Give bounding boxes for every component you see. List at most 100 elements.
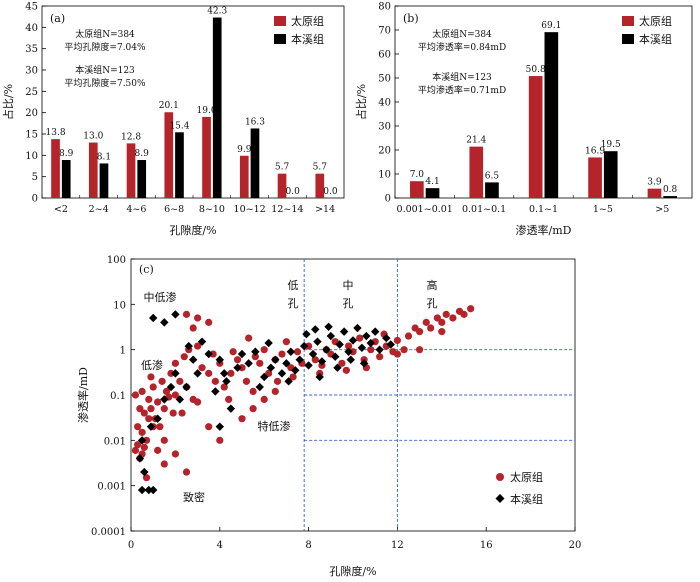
point-taiyuan <box>238 364 246 372</box>
point-taiyuan <box>138 428 146 436</box>
data-label: 8.9 <box>59 149 74 159</box>
data-label: 9.9 <box>237 145 252 155</box>
region-label: 低 <box>288 279 299 292</box>
point-taiyuan <box>356 334 364 342</box>
bar-benxi <box>175 132 184 198</box>
y-tick-label: 10 <box>113 300 126 311</box>
point-benxi <box>375 345 384 354</box>
point-benxi <box>226 404 236 413</box>
point-taiyuan <box>249 387 257 396</box>
point-benxi <box>339 327 349 336</box>
bar-taiyuan <box>88 142 98 198</box>
stats-annotation: 太原组N=384 <box>75 28 135 40</box>
point-benxi <box>149 485 158 495</box>
point-benxi <box>382 333 391 343</box>
point-taiyuan <box>220 383 228 391</box>
point-taiyuan <box>131 391 140 399</box>
point-benxi <box>251 347 260 356</box>
point-taiyuan <box>156 423 164 431</box>
data-label: 42.3 <box>207 7 227 17</box>
point-benxi <box>326 331 335 341</box>
point-taiyuan <box>194 398 202 406</box>
point-benxi <box>144 485 153 495</box>
bar-taiyuan <box>315 173 325 198</box>
legend-label: 本溪组 <box>291 32 324 46</box>
x-tick-label: 0.001~0.01 <box>397 204 453 215</box>
point-taiyuan <box>338 359 346 367</box>
bar-taiyuan <box>51 139 60 198</box>
point-taiyuan <box>416 328 424 336</box>
point-taiyuan <box>138 387 146 396</box>
data-label: 4.1 <box>425 177 439 187</box>
x-tick-label: 4 <box>217 540 223 551</box>
stats-annotation: 太原组N=384 <box>432 28 492 40</box>
point-benxi <box>324 322 333 331</box>
point-taiyuan <box>134 441 142 449</box>
y-tick-label: 5 <box>32 172 38 183</box>
point-taiyuan <box>147 373 155 381</box>
y-tick-label: 70 <box>378 26 391 37</box>
point-taiyuan <box>140 409 148 417</box>
point-taiyuan <box>256 359 264 367</box>
point-benxi <box>304 361 313 370</box>
point-taiyuan <box>404 332 413 340</box>
data-label: 0.0 <box>286 187 301 197</box>
region-label: 中低渗 <box>144 290 177 304</box>
point-benxi <box>371 327 380 336</box>
data-label: 69.1 <box>541 21 561 31</box>
y-tick-label: 10 <box>25 151 38 162</box>
point-benxi <box>188 355 198 364</box>
x-tick-label: 16 <box>480 540 493 551</box>
data-label: 19.0 <box>197 106 217 116</box>
bar-taiyuan <box>239 155 249 198</box>
point-taiyuan <box>251 353 259 361</box>
point-taiyuan <box>438 328 446 336</box>
point-taiyuan <box>433 314 441 322</box>
data-label: 0.8 <box>663 185 678 195</box>
point-taiyuan <box>393 336 401 345</box>
point-taiyuan <box>140 443 148 451</box>
bar-benxi <box>485 182 499 198</box>
point-taiyuan <box>416 346 424 354</box>
point-taiyuan <box>182 310 191 318</box>
stats-annotation: 本溪组N=123 <box>75 64 135 76</box>
point-benxi <box>215 355 224 364</box>
point-taiyuan <box>427 324 435 332</box>
point-taiyuan <box>393 350 401 358</box>
point-benxi <box>264 338 273 348</box>
y-tick-label: 0 <box>385 194 391 205</box>
point-benxi <box>282 359 291 368</box>
point-taiyuan <box>180 353 188 361</box>
y-tick-label: 45 <box>25 2 38 13</box>
y-tick-label: 20 <box>25 108 38 119</box>
point-taiyuan <box>225 395 233 403</box>
point-benxi <box>295 355 304 364</box>
point-taiyuan <box>467 305 475 313</box>
y-tick-label: 35 <box>25 44 38 55</box>
bar-taiyuan <box>126 143 136 198</box>
bar-taiyuan <box>164 112 174 198</box>
point-benxi <box>137 485 147 495</box>
point-benxi <box>153 414 162 423</box>
point-taiyuan <box>229 348 237 356</box>
x-tick-label: 10~12 <box>234 204 266 215</box>
point-benxi <box>271 355 280 364</box>
point-benxi <box>244 359 253 368</box>
point-taiyuan <box>367 346 375 354</box>
point-taiyuan <box>182 468 191 476</box>
stats-annotation: 本溪组N=123 <box>432 71 492 83</box>
point-taiyuan <box>171 391 179 399</box>
bar-benxi <box>99 163 109 198</box>
x-tick-label: 1~5 <box>593 204 613 215</box>
data-label: 5.7 <box>275 163 290 173</box>
point-taiyuan <box>260 346 268 354</box>
point-taiyuan <box>242 377 251 385</box>
stats-annotation: 平均渗透率=0.71mD <box>418 84 506 96</box>
point-taiyuan <box>158 377 166 385</box>
bar-taiyuan <box>277 173 287 198</box>
point-benxi <box>211 387 220 396</box>
x-axis-title: 孔隙度/% <box>329 564 376 578</box>
point-benxi <box>171 310 180 319</box>
x-tick-label: 0 <box>128 540 134 551</box>
